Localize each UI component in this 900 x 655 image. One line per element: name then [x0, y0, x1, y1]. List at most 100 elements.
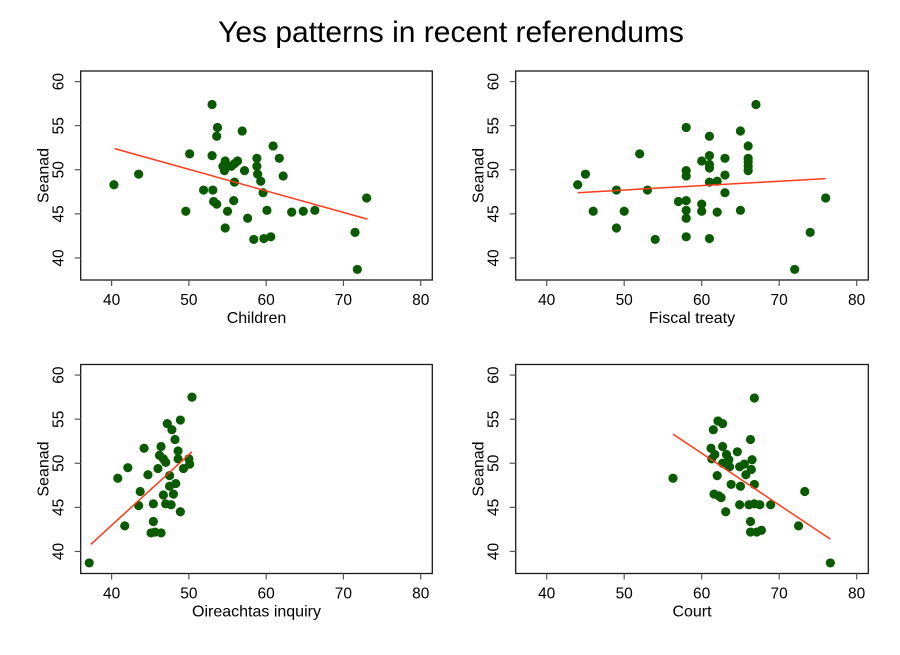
data-point [650, 234, 660, 245]
data-point [619, 206, 629, 216]
data-point [266, 232, 276, 242]
data-point [712, 176, 722, 186]
data-point [724, 462, 735, 472]
data-point [212, 122, 223, 133]
data-point [681, 232, 691, 242]
data-point [167, 425, 177, 435]
data-point [153, 463, 163, 474]
data-point [252, 153, 262, 163]
data-point [143, 470, 153, 480]
x-tick-label: 50 [616, 292, 634, 309]
plot-area [515, 363, 869, 575]
data-point [148, 516, 158, 527]
y-tick-label: 40 [51, 542, 68, 560]
x-tick-label: 60 [693, 292, 711, 309]
x-tick-label: 60 [693, 586, 711, 603]
data-point [239, 166, 250, 176]
data-point [720, 170, 730, 180]
data-point [219, 166, 230, 176]
y-tick-label: 45 [51, 499, 68, 516]
data-point [278, 171, 288, 181]
data-point [704, 233, 715, 244]
data-point [173, 446, 183, 456]
data-point [588, 206, 598, 216]
data-point [681, 171, 691, 181]
y-axis-title: Seanad [36, 441, 53, 496]
fit-line [672, 433, 831, 540]
data-point [746, 464, 756, 475]
x-tick-label: 80 [848, 586, 866, 603]
data-point [790, 264, 800, 275]
x-tick-label: 40 [538, 292, 556, 309]
data-point [243, 213, 253, 223]
data-point [681, 213, 691, 223]
data-point [751, 99, 761, 110]
data-point [704, 163, 715, 173]
data-point [229, 196, 239, 206]
data-point [139, 443, 149, 453]
data-point [352, 264, 362, 275]
data-point [580, 169, 591, 179]
data-point [175, 415, 185, 425]
y-tick-label: 40 [486, 542, 503, 560]
data-point [732, 447, 742, 457]
data-point [212, 131, 222, 141]
data-point [749, 393, 759, 403]
data-point [181, 206, 191, 216]
x-tick-label: 70 [771, 292, 789, 309]
y-tick-label: 55 [486, 117, 503, 134]
data-point [756, 525, 766, 535]
data-point [134, 500, 144, 511]
data-point [171, 478, 181, 489]
x-tick-label: 80 [412, 586, 430, 603]
x-tick-label: 50 [616, 586, 634, 603]
data-point [573, 180, 583, 190]
data-point [134, 169, 144, 179]
y-tick-label: 60 [486, 73, 503, 91]
data-point [156, 528, 166, 538]
data-point [825, 558, 835, 568]
data-point [766, 500, 776, 510]
data-point [274, 153, 284, 163]
data-point [232, 156, 243, 166]
data-point [697, 206, 707, 216]
data-point [287, 207, 297, 217]
data-point [173, 454, 183, 464]
fit-line [114, 147, 368, 220]
y-tick-label: 40 [51, 249, 68, 267]
data-point [109, 180, 119, 190]
data-point [135, 486, 145, 497]
data-point [739, 459, 749, 469]
data-point [716, 493, 726, 503]
data-point [168, 489, 179, 499]
panel-fiscal-treaty: Fiscal treaty Seanad 40 50 60 70 80 40 45 50 55 6… [471, 70, 869, 327]
data-point [745, 516, 756, 527]
data-point [793, 521, 804, 531]
data-point [681, 122, 691, 133]
y-tick-label: 50 [486, 454, 503, 472]
data-point [220, 223, 230, 233]
y-tick-label: 50 [486, 161, 503, 179]
data-point [718, 441, 728, 452]
data-point [712, 207, 722, 217]
data-point [166, 500, 176, 510]
y-tick-label: 50 [51, 454, 68, 472]
data-point [681, 205, 691, 215]
fit-line [577, 177, 826, 194]
data-point [708, 425, 718, 435]
data-point [212, 199, 222, 209]
data-point [161, 457, 171, 467]
y-tick-label: 55 [486, 411, 503, 428]
data-point [156, 441, 166, 452]
data-point [237, 126, 247, 136]
x-tick-label: 50 [180, 586, 198, 603]
x-tick-label: 40 [103, 292, 121, 309]
data-point [198, 185, 209, 195]
data-point [220, 156, 230, 166]
data-point [120, 521, 130, 531]
data-point [735, 481, 746, 491]
plot-area [515, 70, 869, 281]
data-point [222, 206, 233, 216]
plot-area [80, 363, 433, 575]
